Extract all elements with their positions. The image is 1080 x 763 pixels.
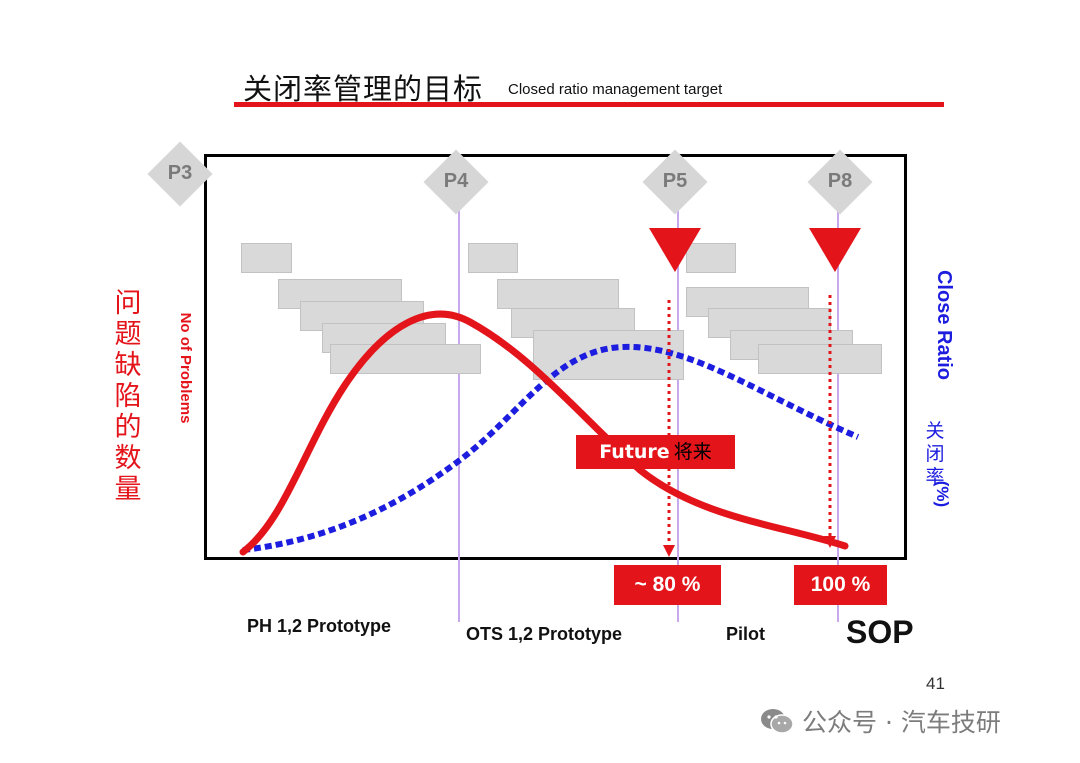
gate-label-p4: P4	[443, 170, 469, 192]
gate-line-p4	[458, 198, 460, 622]
placeholder-box	[758, 344, 882, 374]
down-triangle-marker-icon	[649, 228, 701, 272]
placeholder-box	[241, 243, 292, 273]
wechat-icon	[761, 709, 794, 734]
arrow-head-p5	[663, 545, 675, 557]
arrow-head-p8	[824, 536, 836, 548]
gate-line-p8	[837, 198, 839, 622]
target-badge-p8: 100 %	[794, 565, 887, 605]
right-axis-unit: (%)	[933, 480, 952, 508]
left-axis-label-cn: 问题缺陷的数量	[114, 288, 142, 505]
gate-label-p3: P3	[167, 162, 193, 184]
phase-label-pilot: Pilot	[726, 624, 765, 644]
placeholder-box	[686, 243, 736, 273]
future-label-cn: 将来	[673, 441, 712, 463]
watermark-text: 公众号 · 汽车技研	[802, 708, 1001, 737]
page-number: 41	[926, 674, 945, 693]
phase-label-ots: OTS 1,2 Prototype	[466, 624, 623, 644]
future-callout: Future 将来	[576, 435, 735, 469]
gate-line-p5	[677, 198, 679, 622]
problems-curve	[239, 310, 849, 556]
watermark: 公众号 · 汽车技研	[760, 703, 1001, 739]
phase-label-ph: PH 1,2 Prototype	[247, 616, 392, 636]
close-ratio-curve	[242, 343, 860, 553]
right-axis-label-en: Close Ratio	[933, 269, 955, 381]
gate-label-p5: P5	[662, 170, 688, 192]
title-underline	[234, 102, 944, 107]
phase-label-sop: SOP	[846, 614, 914, 650]
gate-label-p8: P8	[827, 170, 853, 192]
placeholder-box	[468, 243, 518, 273]
down-triangle-marker-icon	[809, 228, 861, 272]
target-badge-p5: ~ 80 %	[614, 565, 721, 605]
page-title-en: Closed ratio management target	[508, 81, 723, 98]
chart-frame	[204, 154, 907, 560]
page-title-cn: 关闭率管理的目标	[243, 72, 484, 106]
future-label-en: Future	[599, 441, 670, 463]
left-axis-label-en: No of Problems	[177, 312, 194, 424]
right-axis-label-cn: 关闭率	[925, 420, 945, 488]
